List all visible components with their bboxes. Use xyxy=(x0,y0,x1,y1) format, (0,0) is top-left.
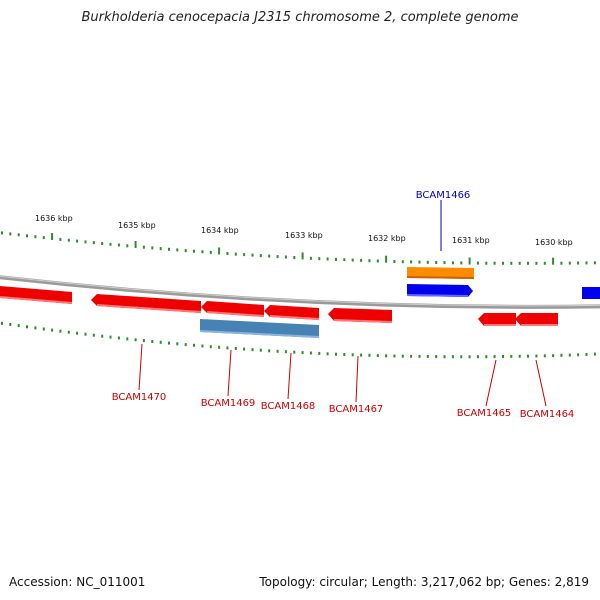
upper-scale-ticks xyxy=(1,231,596,265)
accession-label: Accession: NC_011001 xyxy=(9,575,146,589)
gene-arrow-bcam1464[interactable] xyxy=(515,313,558,326)
gene-label-bcam1468[interactable]: BCAM1468 xyxy=(261,401,316,412)
gene-label-bcam1465[interactable]: BCAM1465 xyxy=(457,408,512,419)
gene-label-bcam1470[interactable]: BCAM1470 xyxy=(112,392,167,403)
scale-label-1635: 1635 kbp xyxy=(118,221,156,230)
gene-arrow-bcam1466[interactable] xyxy=(407,284,473,297)
forward-features xyxy=(407,267,600,299)
gene-arrow-bcam1465[interactable] xyxy=(478,313,516,326)
scale-label-1630: 1630 kbp xyxy=(535,238,573,247)
gene-label-bcam1466[interactable]: BCAM1466 xyxy=(416,190,471,201)
leader-line-bcam1470 xyxy=(138,343,143,391)
map-title: Burkholderia cenocepacia J2315 chromosom… xyxy=(81,10,519,25)
gene-arrow-bcam1467[interactable] xyxy=(328,308,392,323)
leader-line-bcam1464 xyxy=(535,359,547,407)
topology-summary: Topology: circular; Length: 3,217,062 bp… xyxy=(259,575,589,589)
leader-line-bcam1469 xyxy=(227,349,232,397)
scale-label-1633: 1633 kbp xyxy=(285,231,323,240)
scale-label-1634: 1634 kbp xyxy=(201,226,239,235)
scale-label-1632: 1632 kbp xyxy=(368,234,406,243)
gene-label-bcam1467[interactable]: BCAM1467 xyxy=(329,404,384,415)
orange-feature-bar[interactable] xyxy=(407,267,474,279)
scale-label-1631: 1631 kbp xyxy=(452,236,490,245)
reverse-features xyxy=(0,286,558,338)
gene-label-bcam1464[interactable]: BCAM1464 xyxy=(520,409,575,420)
chromosome-backbone xyxy=(0,275,600,309)
leader-line-bcam1467 xyxy=(355,355,359,403)
gene-arrow-offscreen-right[interactable] xyxy=(582,287,600,299)
lower-scale-ticks xyxy=(1,321,596,359)
gene-label-bcam1469[interactable]: BCAM1469 xyxy=(201,398,256,409)
leader-line-bcam1468 xyxy=(287,352,292,400)
scale-label-1636: 1636 kbp xyxy=(35,214,73,223)
gene-arrow-bcam1470[interactable] xyxy=(91,294,201,313)
leader-line-bcam1465 xyxy=(485,359,497,407)
